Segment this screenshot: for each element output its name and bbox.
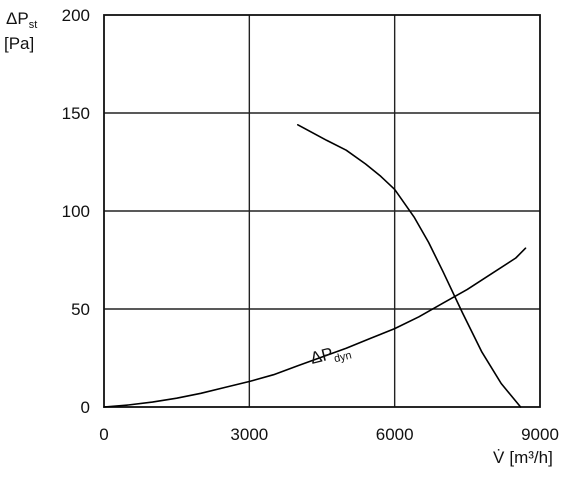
x-tick-label: 3000	[230, 425, 268, 444]
series-dynamic-pressure-curve	[103, 247, 527, 408]
x-tick-label: 6000	[376, 425, 414, 444]
y-tick-label: 200	[62, 6, 90, 25]
series-static-pressure-curve	[296, 124, 522, 408]
y-tick-label: 150	[62, 104, 90, 123]
grid-lines	[104, 15, 540, 407]
y-axis-label: ΔPst	[6, 9, 37, 31]
x-tick-label: 9000	[521, 425, 559, 444]
y-axis-unit: [Pa]	[4, 34, 34, 53]
x-tick-label: 0	[99, 425, 108, 444]
curves	[103, 124, 527, 408]
series-label-dpdyn: ΔPdyn	[308, 340, 353, 371]
y-tick-label: 50	[71, 300, 90, 319]
tick-labels: 0 3000 6000 9000 0 50 100 150 200	[62, 6, 559, 444]
x-axis-label: V̇ [m³/h]	[493, 448, 553, 467]
y-tick-label: 0	[81, 398, 90, 417]
y-tick-label: 100	[62, 202, 90, 221]
plot-frame	[103, 14, 541, 408]
